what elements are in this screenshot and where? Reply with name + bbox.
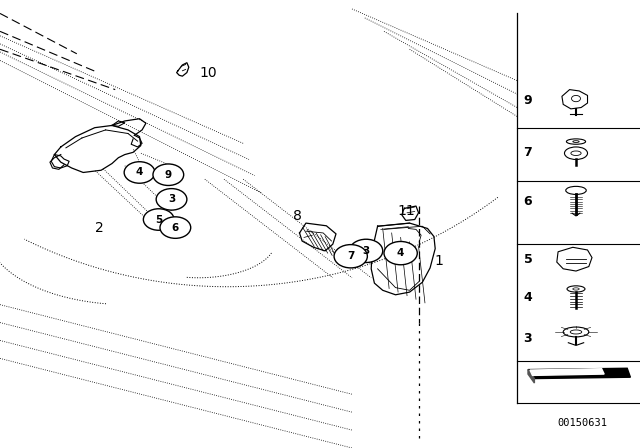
Text: 7: 7 — [347, 251, 355, 261]
Text: 4: 4 — [136, 168, 143, 177]
Text: 9: 9 — [164, 170, 172, 180]
Text: 11: 11 — [397, 203, 415, 218]
Text: 4: 4 — [524, 291, 532, 305]
Text: 5: 5 — [524, 253, 532, 267]
Text: 3: 3 — [168, 194, 175, 204]
Text: 5: 5 — [155, 215, 163, 224]
Text: 6: 6 — [524, 195, 532, 208]
Text: 7: 7 — [524, 146, 532, 159]
Text: 10: 10 — [199, 66, 217, 80]
Polygon shape — [530, 369, 604, 375]
Text: 1: 1 — [435, 254, 444, 268]
Polygon shape — [528, 370, 534, 383]
Circle shape — [160, 217, 191, 238]
Text: 3: 3 — [524, 332, 532, 345]
Circle shape — [143, 209, 174, 230]
Circle shape — [124, 162, 155, 183]
Text: 00150631: 00150631 — [557, 418, 607, 428]
Text: 4: 4 — [397, 248, 404, 258]
Circle shape — [334, 245, 367, 268]
Text: 9: 9 — [524, 94, 532, 108]
Circle shape — [349, 239, 383, 263]
Text: 6: 6 — [172, 223, 179, 233]
Circle shape — [384, 241, 417, 265]
Text: 3: 3 — [362, 246, 370, 256]
Circle shape — [153, 164, 184, 185]
Polygon shape — [528, 368, 630, 379]
Circle shape — [156, 189, 187, 210]
Text: 8: 8 — [293, 209, 302, 223]
Text: 2: 2 — [95, 221, 104, 236]
